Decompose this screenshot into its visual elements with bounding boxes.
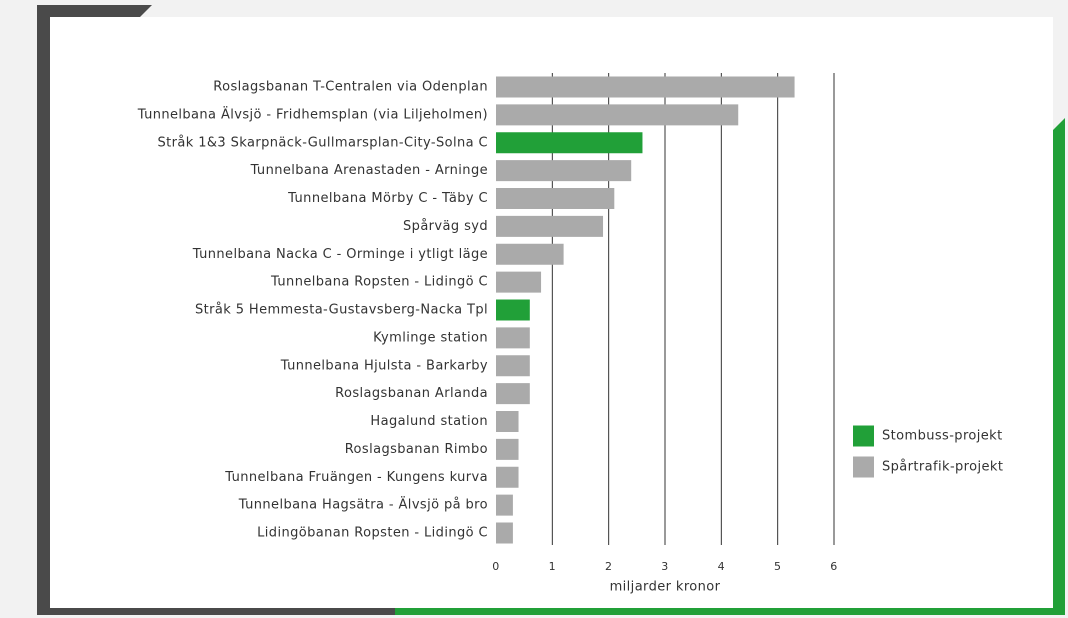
y-tick-label: Lidingöbanan Ropsten - Lidingö C [257,526,488,541]
legend-label: Spårtrafik-projekt [882,460,1003,475]
y-tick-label: Stråk 1&3 Skarpnäck-Gullmarsplan-City-So… [157,135,488,150]
x-tick-label: 2 [605,560,612,573]
y-tick-label: Tunnelbana Hjulsta - Barkarby [280,358,488,373]
bar [496,104,739,126]
bar [496,271,542,293]
bar [496,383,530,405]
x-tick-label: 0 [492,560,499,573]
bar [496,522,513,544]
x-tick-label: 3 [661,560,668,573]
bar [496,411,519,432]
bar [496,160,632,182]
y-tick-label: Roslagsbanan Arlanda [335,386,488,401]
bar [496,466,519,488]
y-tick-label: Roslagsbanan Rimbo [345,442,488,457]
y-tick-label: Tunnelbana Älvsjö - Fridhemsplan (via Li… [137,106,488,122]
bar [496,76,795,98]
y-tick-label: Kymlinge station [373,330,488,345]
legend-swatch [853,425,874,447]
bar [496,438,519,460]
x-tick-label: 1 [549,560,556,573]
y-tick-label: Tunnelbana Nacka C - Orminge i ytligt lä… [192,247,488,262]
y-tick-label: Tunnelbana Hagsätra - Älvsjö på bro [238,497,488,513]
y-tick-label: Roslagsbanan T-Centralen via Odenplan [213,80,488,95]
bar [496,215,604,237]
y-tick-label: Tunnelbana Mörby C - Täby C [287,191,488,206]
x-tick-label: 5 [774,560,781,573]
legend-label: Stombuss-projekt [882,429,1003,444]
y-tick-label: Tunnelbana Ropsten - Lidingö C [270,275,488,290]
bar [496,494,513,516]
y-tick-label: Hagalund station [370,414,488,429]
bar [496,243,564,265]
bar [496,132,643,154]
y-tick-label: Tunnelbana Fruängen - Kungens kurva [224,470,488,485]
bar [496,299,530,321]
x-axis-label: miljarder kronor [610,580,721,595]
legend-swatch [853,456,874,478]
bar [496,355,530,377]
x-tick-label: 4 [718,560,725,573]
y-tick-label: Stråk 5 Hemmesta-Gustavsberg-Nacka Tpl [195,303,488,318]
bar [496,327,530,349]
bar [496,188,615,209]
y-tick-label: Tunnelbana Arenastaden - Arninge [250,163,488,178]
y-tick-label: Spårväg syd [403,219,488,234]
x-tick-label: 6 [830,560,837,573]
